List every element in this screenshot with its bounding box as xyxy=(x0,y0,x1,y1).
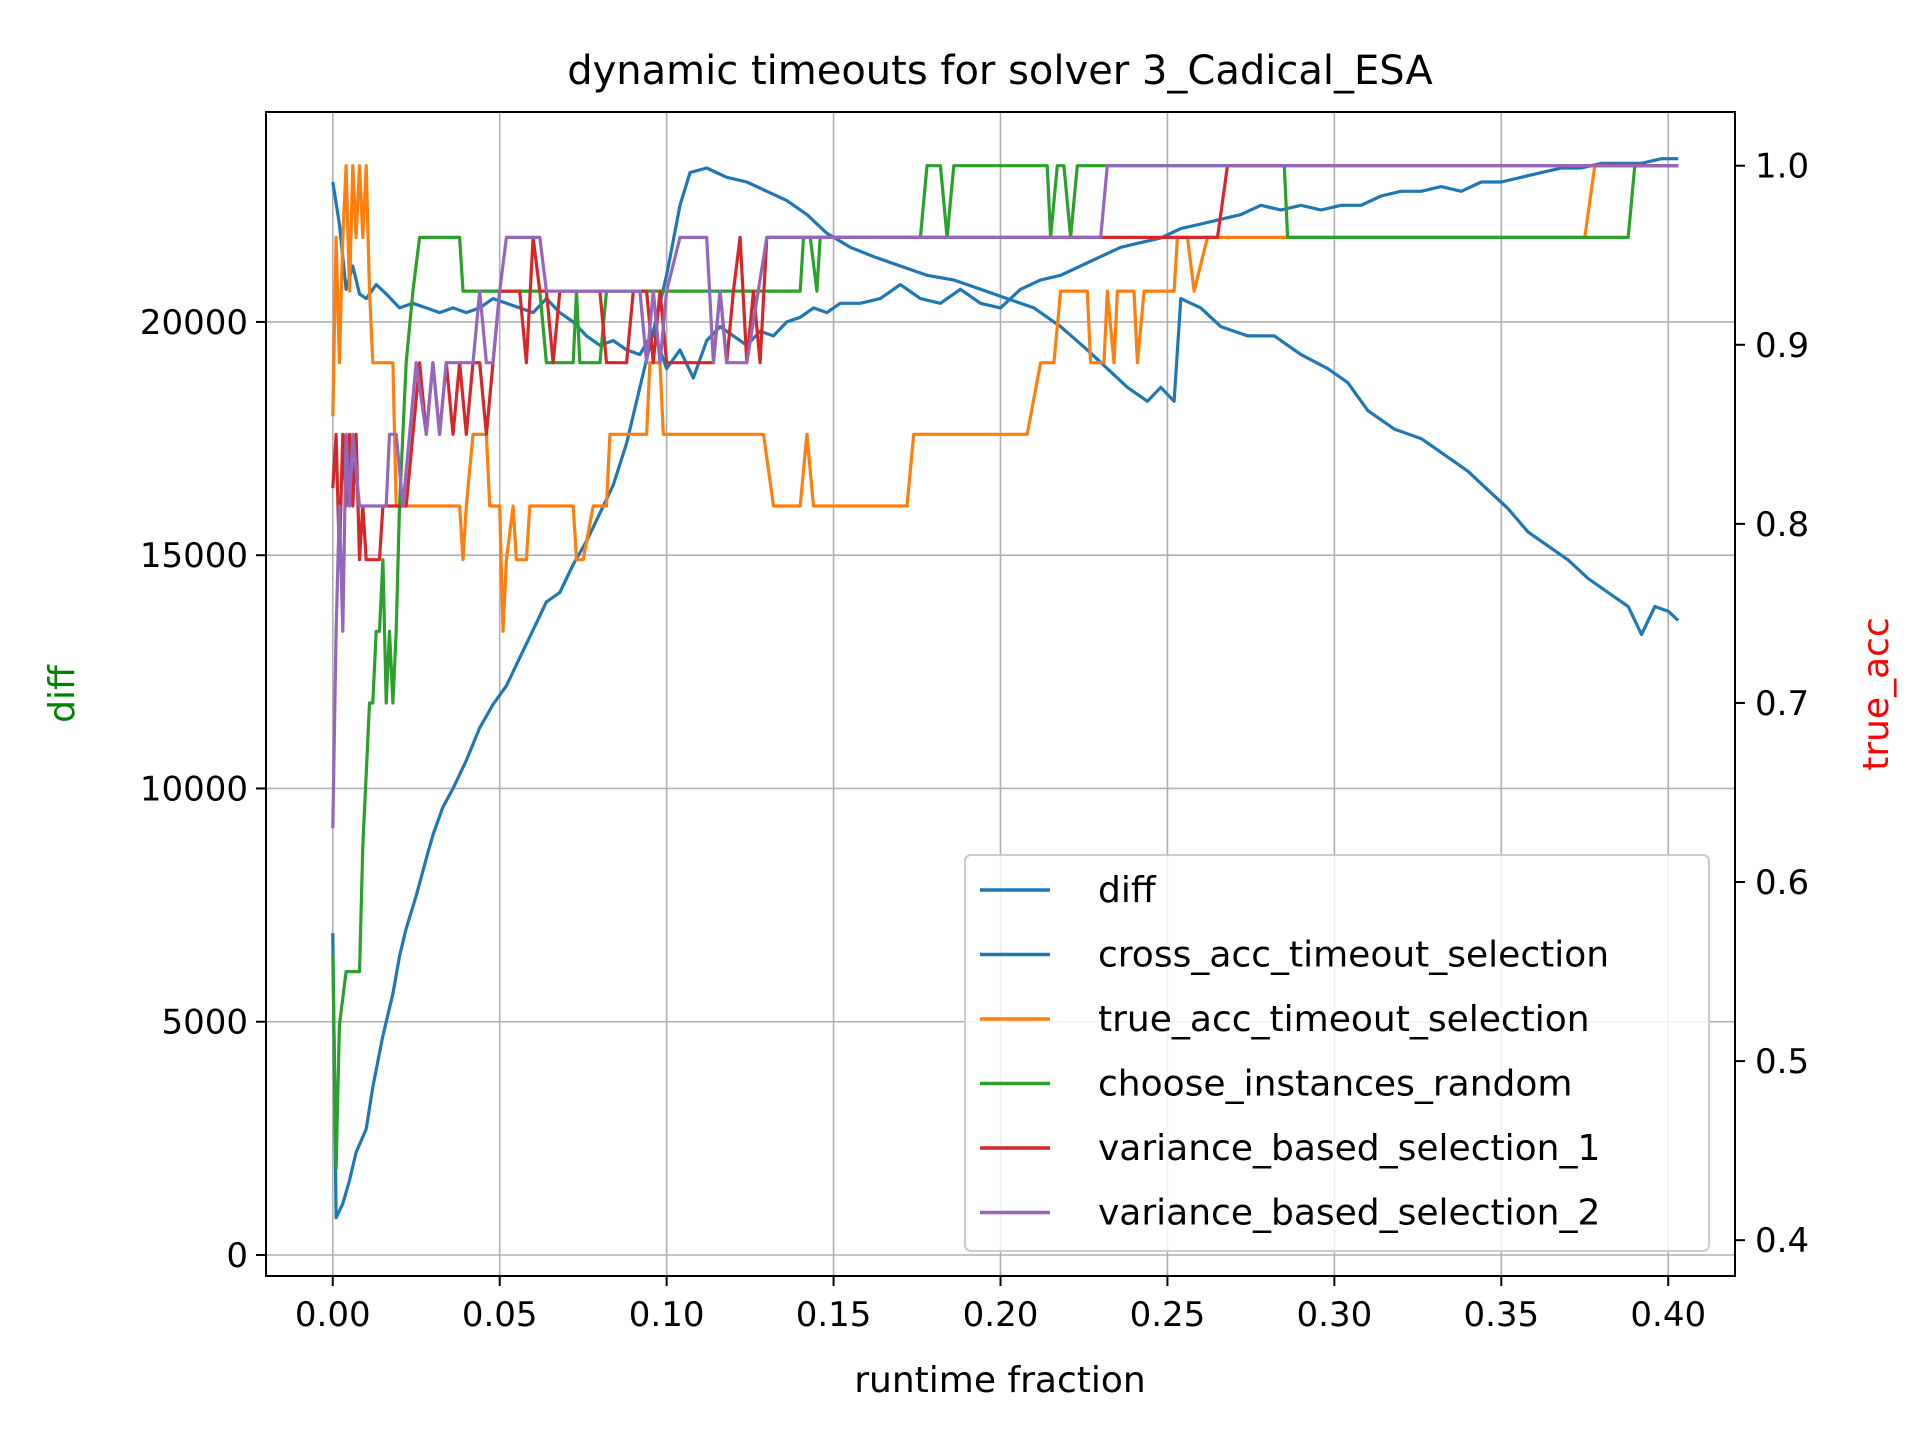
legend-label: choose_instances_random xyxy=(1098,1064,1572,1105)
left-y-tick-label: 10000 xyxy=(140,769,248,809)
x-tick-label: 0.05 xyxy=(462,1295,538,1335)
x-tick-label: 0.10 xyxy=(629,1295,705,1335)
legend: diff cross_acc_timeout_selection true_acc_… xyxy=(964,854,1710,1252)
x-axis-ticks: 0.00 0.05 0.10 0.15 0.20 0.25 0.30 0.35 0.40 xyxy=(295,1276,1706,1335)
legend-label: diff xyxy=(1098,870,1157,911)
plot-lines xyxy=(331,157,1680,1220)
left-y-axis-label: diff xyxy=(42,664,83,723)
series-line-choose-instances-random xyxy=(331,164,1679,1171)
right-y-tick-label: 0.9 xyxy=(1755,326,1809,366)
legend-label: true_acc_timeout_selection xyxy=(1098,999,1590,1040)
x-tick-label: 0.40 xyxy=(1630,1295,1706,1335)
legend-label: variance_based_selection_1 xyxy=(1098,1128,1600,1169)
series-line-variance-based-selection-1 xyxy=(331,164,1679,562)
x-tick-label: 0.30 xyxy=(1297,1295,1373,1335)
right-y-axis-label: true_acc xyxy=(1856,617,1897,771)
left-y-tick-label: 5000 xyxy=(161,1003,248,1043)
x-axis-label: runtime fraction xyxy=(854,1360,1146,1401)
right-y-axis-ticks: 0.4 0.5 0.6 0.7 0.8 0.9 1.0 xyxy=(1735,147,1809,1261)
x-tick-label: 0.20 xyxy=(963,1295,1039,1335)
legend-label: variance_based_selection_2 xyxy=(1098,1193,1600,1234)
series-line-true-acc-timeout-selection xyxy=(331,164,1679,633)
legend-entries: diff cross_acc_timeout_selection true_acc_… xyxy=(980,870,1609,1234)
left-y-tick-label: 0 xyxy=(226,1236,248,1276)
right-y-tick-label: 0.7 xyxy=(1755,684,1809,724)
x-tick-label: 0.00 xyxy=(295,1295,371,1335)
right-y-tick-label: 0.4 xyxy=(1755,1221,1809,1261)
right-y-tick-label: 1.0 xyxy=(1755,147,1809,187)
series-line-variance-based-selection-2 xyxy=(331,164,1679,829)
legend-label: cross_acc_timeout_selection xyxy=(1098,935,1609,976)
left-y-axis-ticks: 0 5000 10000 15000 20000 xyxy=(140,303,266,1276)
right-y-tick-label: 0.8 xyxy=(1755,505,1809,545)
right-y-tick-label: 0.6 xyxy=(1755,863,1809,903)
x-tick-label: 0.25 xyxy=(1130,1295,1206,1335)
series-line-diff xyxy=(331,166,1680,1220)
left-y-tick-label: 15000 xyxy=(140,536,248,576)
left-y-tick-label: 20000 xyxy=(140,303,248,343)
chart-title: dynamic timeouts for solver 3_Cadical_ES… xyxy=(567,48,1433,94)
right-y-tick-label: 0.5 xyxy=(1755,1042,1809,1082)
x-tick-label: 0.35 xyxy=(1463,1295,1539,1335)
x-tick-label: 0.15 xyxy=(796,1295,872,1335)
legend-box xyxy=(964,854,1710,1252)
